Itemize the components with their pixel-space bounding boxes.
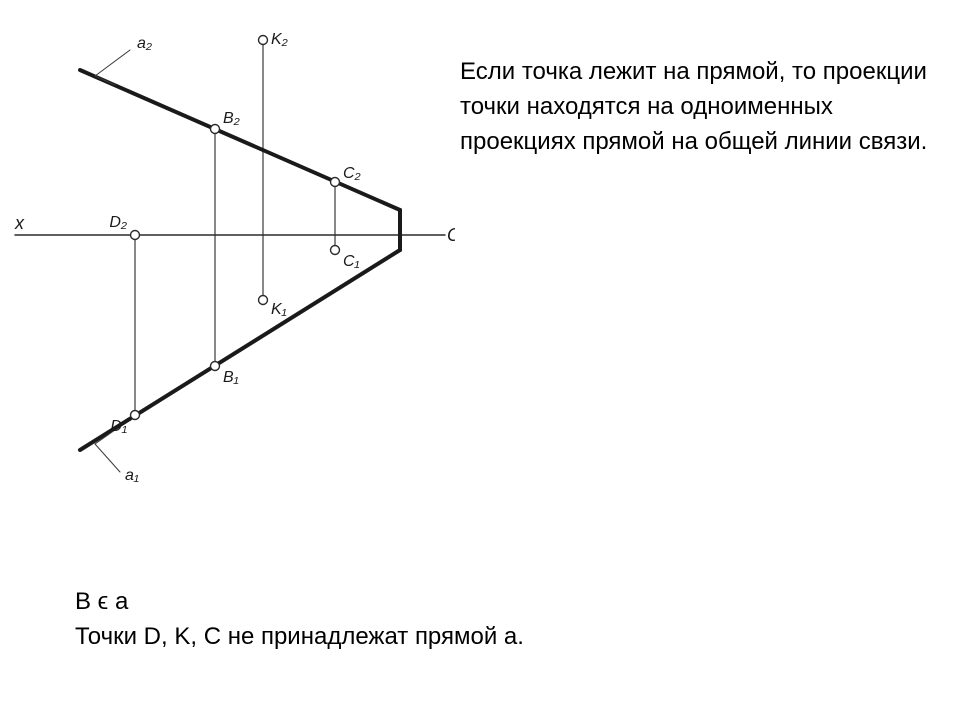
point-C1 bbox=[331, 246, 340, 255]
label-a2: a₂ bbox=[137, 35, 152, 52]
point-B1 bbox=[211, 362, 220, 371]
nonmembership-line: Точки D, K, C не принадлежат прямой а. bbox=[75, 620, 875, 655]
label-a1: a₁ bbox=[125, 467, 139, 484]
label-O: O bbox=[447, 225, 455, 245]
label-C2: C₂ bbox=[343, 165, 361, 182]
label-D2: D₂ bbox=[109, 214, 127, 231]
point-D2 bbox=[131, 231, 140, 240]
label-D1: D₁ bbox=[110, 418, 127, 435]
line-a1 bbox=[80, 250, 400, 450]
leader-a1-seg2 bbox=[95, 444, 120, 472]
conclusion-block: В ϵ а Точки D, K, C не принадлежат прямо… bbox=[75, 585, 875, 655]
label-K2: K₂ bbox=[271, 31, 288, 48]
label-C1: C₁ bbox=[343, 253, 360, 270]
page: a₂ a₁ x O D₂ D₁ B₂ B₁ K₂ K₁ C₂ C₁ Если точка лежит … bbox=[0, 0, 960, 720]
projection-diagram: a₂ a₁ x O D₂ D₁ B₂ B₁ K₂ K₁ C₂ C₁ bbox=[5, 10, 455, 490]
definition-text: Если точка лежит на прямой, то проекции … bbox=[460, 58, 927, 155]
line-a2 bbox=[80, 70, 400, 210]
leader-a2-seg2 bbox=[95, 50, 130, 76]
point-K2 bbox=[259, 36, 268, 45]
definition-paragraph: Если точка лежит на прямой, то проекции … bbox=[460, 55, 950, 159]
leader-a2-seg1 bbox=[95, 76, 115, 85]
point-B2 bbox=[211, 125, 220, 134]
label-B2: B₂ bbox=[223, 110, 240, 127]
point-D1 bbox=[131, 411, 140, 420]
diagram-svg: a₂ a₁ x O D₂ D₁ B₂ B₁ K₂ K₁ C₂ C₁ bbox=[5, 10, 455, 490]
label-B1: B₁ bbox=[223, 369, 239, 386]
point-C2 bbox=[331, 178, 340, 187]
membership-line: В ϵ а bbox=[75, 585, 875, 620]
label-K1: K₁ bbox=[271, 301, 287, 318]
label-x: x bbox=[14, 213, 25, 233]
point-K1 bbox=[259, 296, 268, 305]
